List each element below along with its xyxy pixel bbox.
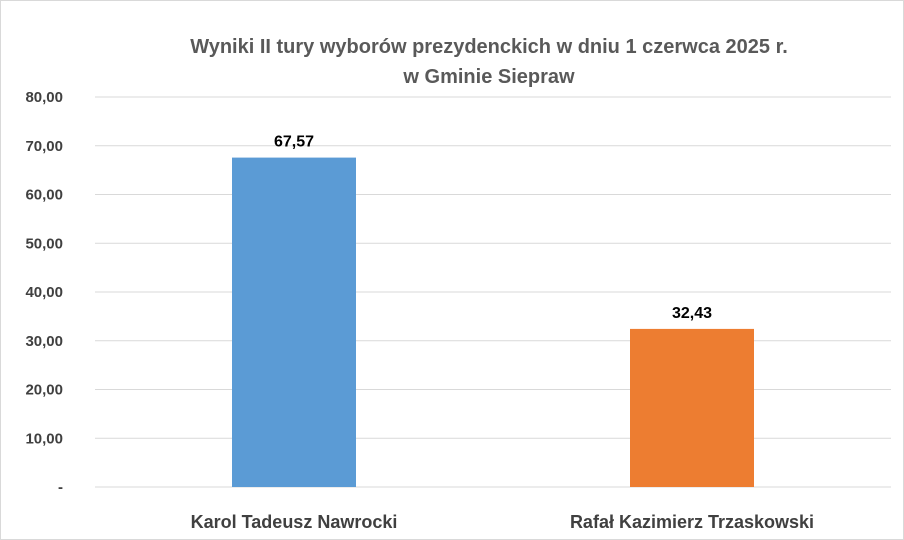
data-labels: 67,57 32,43: [274, 134, 712, 322]
y-tick-label: 80,00: [25, 89, 63, 106]
y-tick-label: 70,00: [25, 138, 63, 155]
category-label: Karol Tadeusz Nawrocki: [191, 512, 398, 532]
chart-title-line-2: w Gminie Siepraw: [402, 66, 575, 88]
chart-title-line-1: Wyniki II tury wyborów prezydenckich w d…: [190, 36, 788, 58]
category-label: Rafał Kazimierz Trzaskowski: [570, 512, 814, 532]
gridlines: [95, 96, 891, 488]
y-tick-label: 10,00: [25, 430, 63, 447]
y-tick-label: -: [58, 479, 63, 496]
x-axis-category-labels: Karol Tadeusz Nawrocki Rafał Kazimierz Tr…: [191, 512, 814, 532]
bars: [232, 157, 754, 487]
y-tick-label: 20,00: [25, 382, 63, 399]
y-tick-label: 30,00: [25, 333, 63, 350]
data-label: 32,43: [672, 305, 712, 322]
bar: [630, 328, 754, 487]
y-tick-label: 60,00: [25, 187, 63, 204]
y-tick-label: 50,00: [25, 235, 63, 252]
data-label: 67,57: [274, 134, 314, 151]
y-tick-label: 40,00: [25, 284, 63, 301]
bar: [232, 157, 356, 487]
y-axis-tick-labels: - 10,00 20,00 30,00 40,00 50,00 60,00 70,00 80,0…: [25, 89, 63, 496]
